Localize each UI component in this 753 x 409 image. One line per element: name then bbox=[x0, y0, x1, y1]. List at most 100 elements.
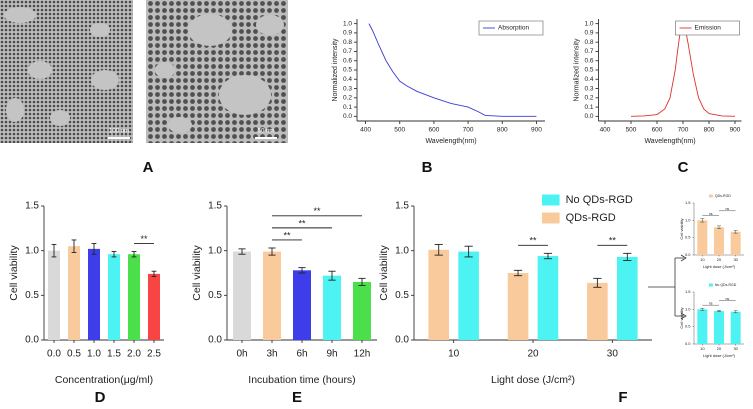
legend-swatch bbox=[542, 194, 560, 206]
bar bbox=[108, 254, 120, 340]
y-tick-label: 0.9 bbox=[584, 30, 593, 37]
y-axis-label: Cell viability bbox=[679, 218, 684, 239]
x-tick-label: 30 bbox=[607, 349, 619, 360]
x-tick-label: 6h bbox=[296, 349, 307, 360]
bar bbox=[48, 250, 60, 340]
significance-label: ** bbox=[283, 230, 291, 240]
y-axis-label: Normalized intensity bbox=[573, 38, 580, 102]
y-tick-label: 0.1 bbox=[343, 104, 352, 111]
error-bar bbox=[111, 251, 117, 258]
x-axis-label: Incubation time (hours) bbox=[248, 374, 355, 386]
y-tick-label: 1.5 bbox=[25, 201, 39, 212]
y-tick-label: 0.5 bbox=[343, 67, 352, 74]
y-axis-label: Cell viability bbox=[191, 245, 203, 301]
y-tick-label: 0.8 bbox=[343, 39, 352, 46]
error-bar bbox=[434, 243, 443, 256]
bar bbox=[233, 251, 251, 340]
y-tick-label: 0.0 bbox=[25, 335, 39, 346]
y-tick-label: 0.0 bbox=[685, 341, 691, 346]
legend-label: QDs-RGD bbox=[715, 194, 731, 198]
significance-label: ** bbox=[313, 206, 321, 216]
x-axis-label: Concentration(μg/ml) bbox=[55, 374, 153, 386]
y-tick-label: 1.5 bbox=[395, 201, 409, 212]
x-tick-label: 20 bbox=[717, 257, 722, 262]
x-tick-label: 500 bbox=[626, 127, 637, 134]
x-tick-label: 2.0 bbox=[127, 349, 141, 360]
x-tick-label: 900 bbox=[730, 127, 741, 134]
y-tick-label: 1.0 bbox=[395, 245, 409, 256]
x-tick-label: 1.5 bbox=[107, 349, 121, 360]
line-series bbox=[368, 23, 537, 117]
y-axis-label: Cell viability bbox=[679, 307, 684, 328]
y-tick-label: 0.6 bbox=[584, 57, 593, 64]
error-bar bbox=[623, 252, 632, 261]
legend-label: No QDs-RGD bbox=[566, 194, 633, 206]
inset-connector bbox=[648, 254, 687, 320]
x-axis-label: Wavelength(nm) bbox=[644, 138, 695, 145]
error-bar bbox=[733, 230, 738, 234]
bar bbox=[714, 311, 724, 344]
x-tick-label: 30 bbox=[733, 257, 738, 262]
y-tick-label: 0.5 bbox=[395, 290, 409, 301]
error-bar bbox=[268, 247, 276, 256]
y-tick-label: 0.2 bbox=[584, 95, 593, 102]
scale-bar-label: 100 nm bbox=[109, 129, 129, 135]
error-bar bbox=[733, 310, 738, 313]
x-tick-label: 12h bbox=[354, 349, 371, 360]
bar bbox=[616, 256, 638, 340]
error-bar bbox=[238, 248, 246, 255]
y-tick-label: 0.0 bbox=[584, 113, 593, 120]
legend-swatch bbox=[542, 212, 560, 224]
y-tick-label: 0.4 bbox=[343, 76, 352, 83]
y-tick-label: 0.5 bbox=[685, 324, 691, 329]
error-bar bbox=[131, 251, 137, 258]
y-tick-label: 0.5 bbox=[584, 67, 593, 74]
legend-box bbox=[478, 20, 544, 36]
scale-bar-label: 50 nm bbox=[258, 129, 275, 135]
y-tick-label: 0.5 bbox=[208, 290, 222, 301]
x-tick-label: 2.5 bbox=[147, 349, 161, 360]
y-tick-label: 0.4 bbox=[584, 76, 593, 83]
y-axis-label: Cell viability bbox=[378, 245, 390, 301]
legend-label: Absorption bbox=[498, 25, 529, 32]
legend-label: Emission bbox=[695, 25, 722, 32]
bar bbox=[697, 309, 708, 344]
y-tick-label: 0.3 bbox=[343, 85, 352, 92]
x-tick-label: 20 bbox=[527, 349, 539, 360]
bar bbox=[68, 246, 80, 340]
y-tick-label: 0.0 bbox=[343, 113, 352, 120]
y-tick-label: 1.0 bbox=[685, 306, 691, 311]
x-tick-label: 10 bbox=[700, 346, 705, 351]
error-bar bbox=[71, 239, 77, 253]
error-bar bbox=[717, 225, 721, 229]
bar bbox=[128, 254, 140, 340]
bar bbox=[148, 273, 160, 340]
error-bar bbox=[543, 252, 553, 260]
x-axis-label: Wavelength(nm) bbox=[425, 138, 476, 145]
error-bar bbox=[464, 245, 473, 258]
error-bar bbox=[513, 269, 523, 277]
x-tick-label: 400 bbox=[600, 127, 611, 134]
y-tick-label: 0.7 bbox=[343, 48, 352, 55]
significance-label: ns bbox=[709, 212, 713, 216]
error-bar bbox=[151, 270, 157, 278]
y-tick-label: 1.5 bbox=[685, 200, 691, 205]
y-tick-label: 1.0 bbox=[208, 245, 222, 256]
x-tick-label: 800 bbox=[497, 127, 508, 134]
x-tick-label: 400 bbox=[360, 127, 371, 134]
x-tick-label: 0h bbox=[236, 349, 247, 360]
x-tick-label: 500 bbox=[394, 127, 405, 134]
bar bbox=[714, 227, 724, 255]
y-tick-label: 0.2 bbox=[343, 95, 352, 102]
panel-label: E bbox=[292, 389, 302, 406]
error-bar bbox=[700, 308, 705, 311]
line-series bbox=[630, 22, 736, 117]
y-axis-label: Normalized intensity bbox=[332, 38, 339, 102]
bar bbox=[428, 249, 450, 340]
bar bbox=[730, 311, 741, 344]
significance-label: ** bbox=[140, 234, 148, 244]
x-tick-label: 600 bbox=[428, 127, 439, 134]
bar bbox=[587, 282, 608, 340]
y-tick-label: 0.3 bbox=[584, 85, 593, 92]
